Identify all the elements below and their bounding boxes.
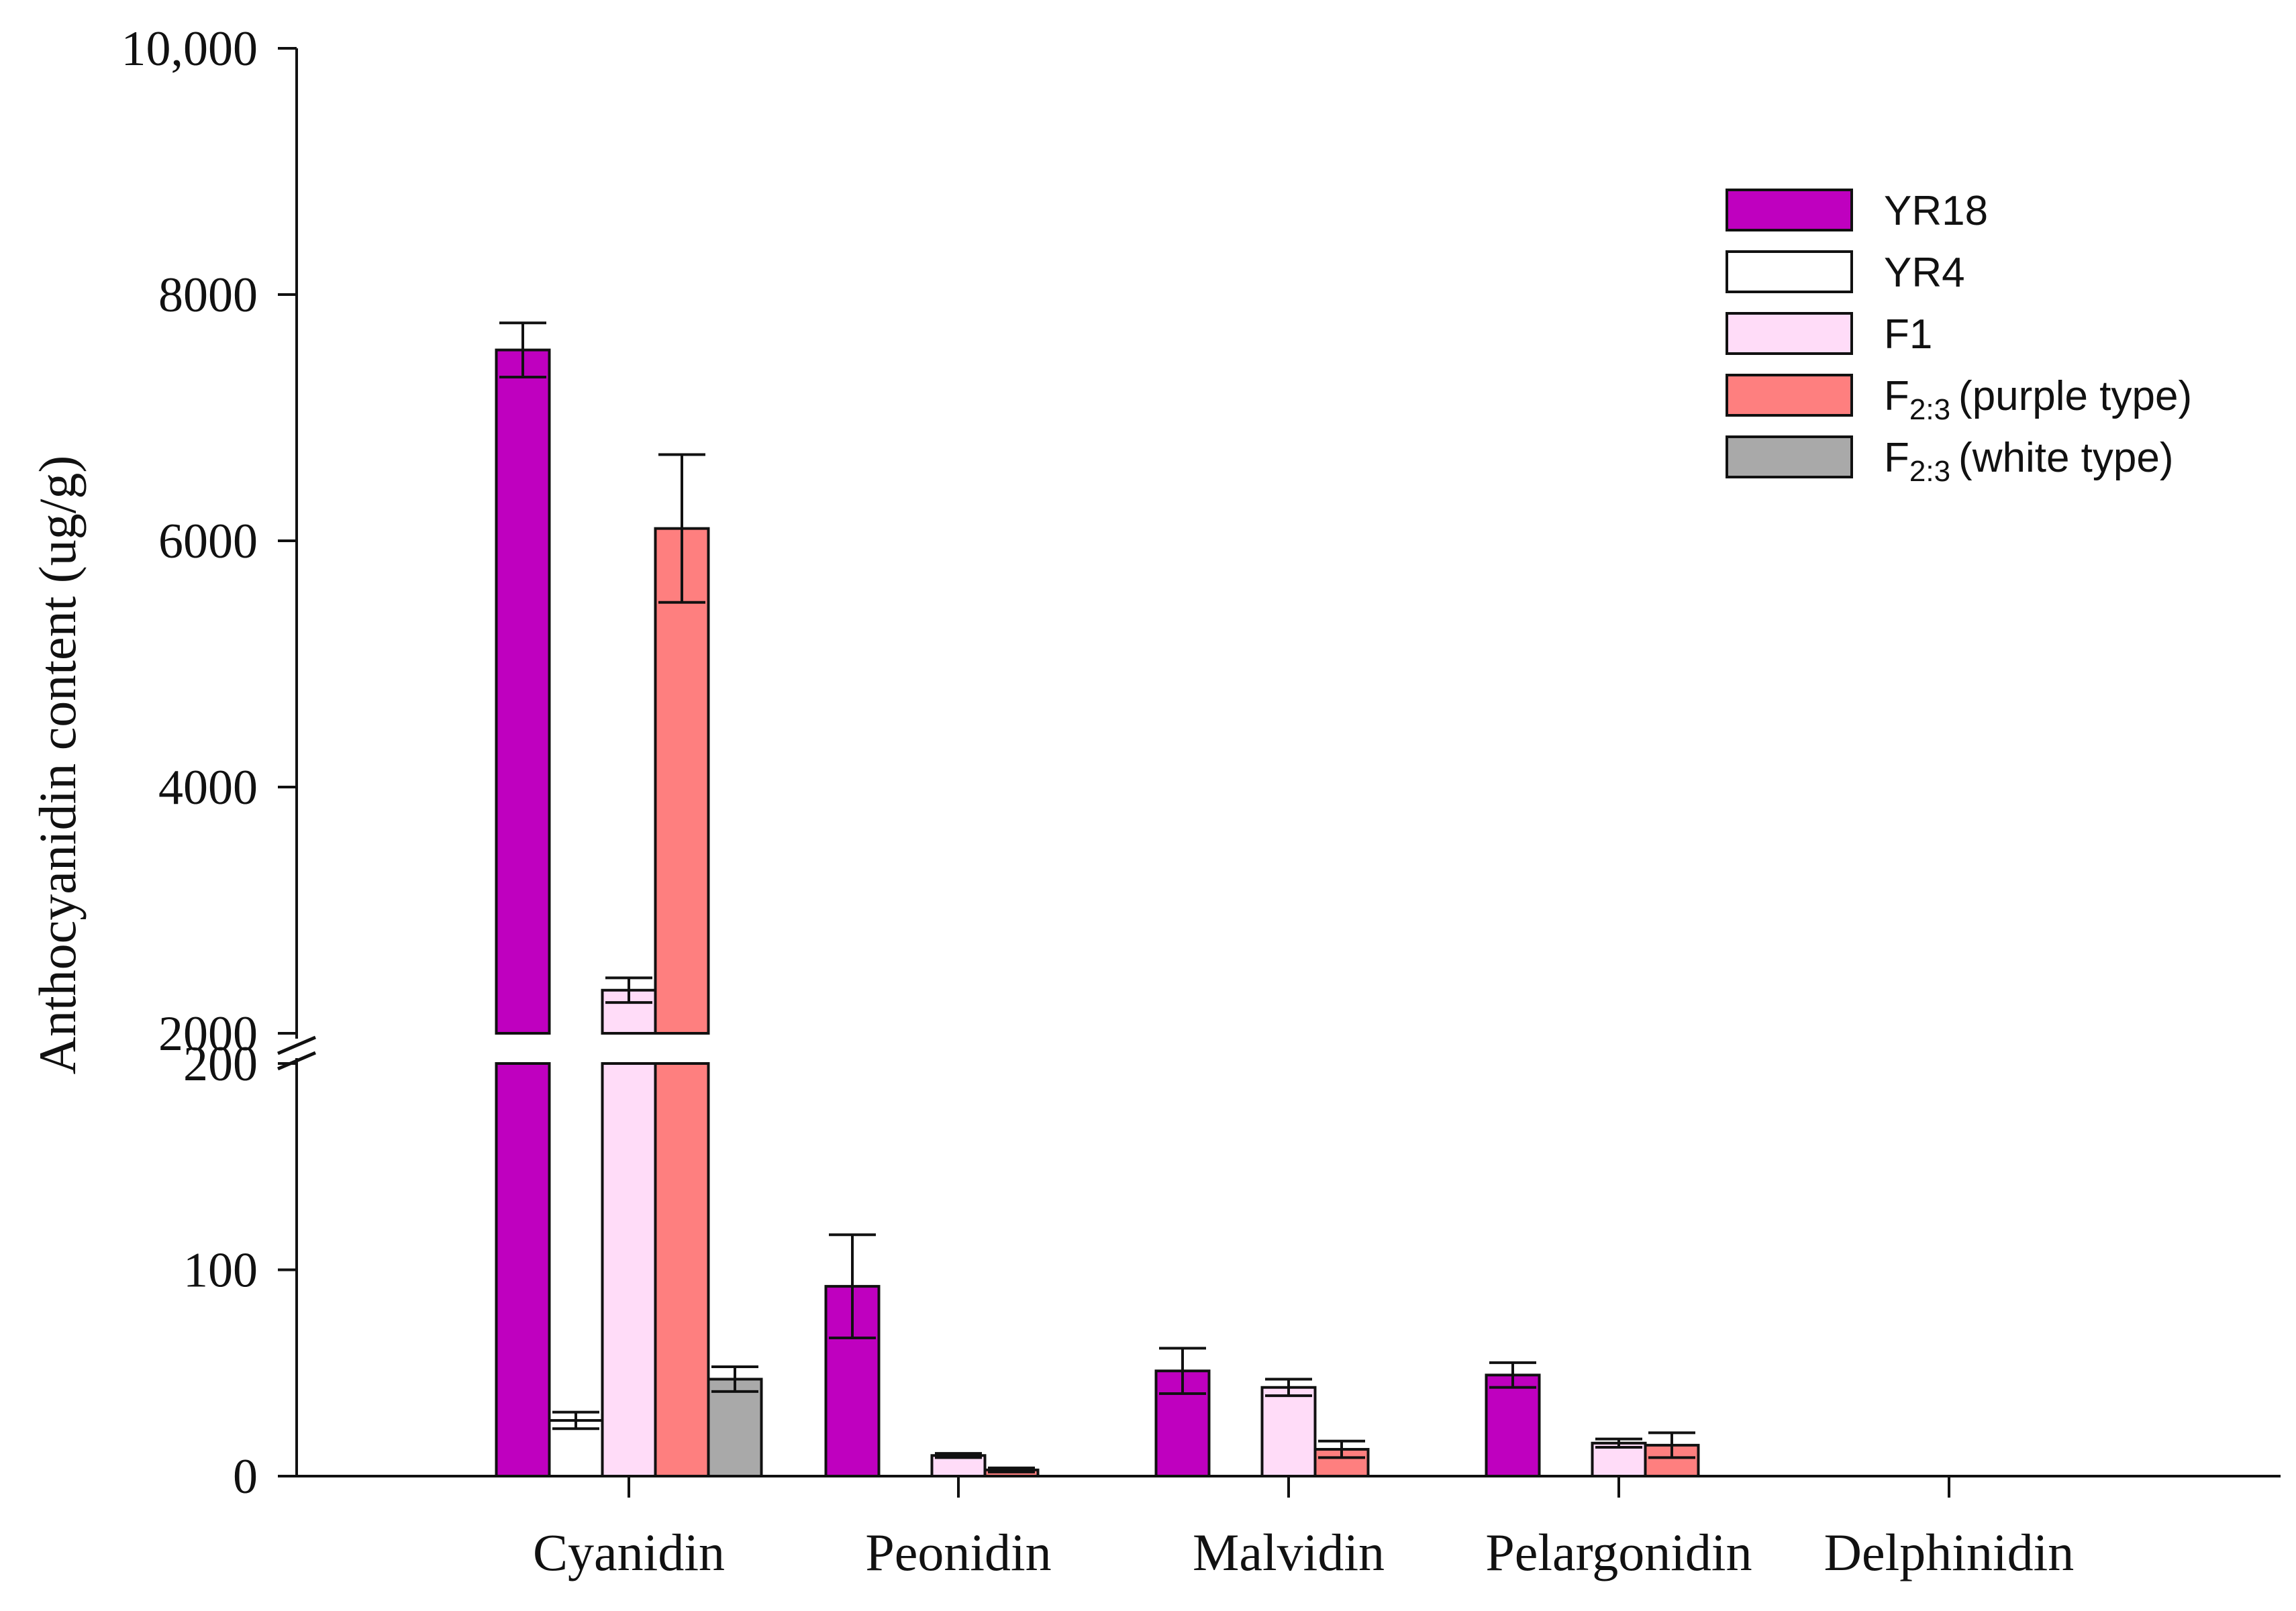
- bar-lower-cyanidin-f2-3-purple-type: [654, 1062, 710, 1477]
- legend-swatch-yr18: [1726, 189, 1853, 231]
- bar-cyanidin-f2-3-white-type: [707, 1378, 763, 1478]
- error-bar-peonidin-yr18: [829, 1233, 876, 1339]
- error-bar-pelargonidin-f2-3-purple-type: [1648, 1431, 1695, 1459]
- y-tick-200-label: 200: [183, 1037, 258, 1092]
- bar-malvidin-f1: [1260, 1386, 1317, 1477]
- x-tick-label-malvidin: Malvidin: [1193, 1523, 1385, 1581]
- error-bar-peonidin-f1: [935, 1452, 982, 1459]
- legend-swatch-f2-3-purple-type: [1726, 374, 1853, 417]
- bar-upper-cyanidin-yr18: [495, 348, 551, 1035]
- error-bar-peonidin-f2-3-purple-type: [988, 1466, 1035, 1473]
- x-tick-label-delphinidin: Delphinidin: [1824, 1523, 2075, 1581]
- legend-label-f2-3-purple-type: F2:3 (purple type): [1884, 373, 2192, 426]
- error-bar-cyanidin-f2-3-purple-type: [658, 453, 705, 604]
- legend-swatch-f2-3-white-type: [1726, 435, 1853, 478]
- error-bar-cyanidin-f2-3-white-type: [711, 1365, 758, 1393]
- legend-label-f1: F1: [1884, 311, 1932, 358]
- error-bar-cyanidin-f1: [605, 976, 652, 1004]
- x-tick-label-cyanidin: Cyanidin: [533, 1523, 725, 1581]
- legend-label-yr4: YR4: [1884, 250, 1965, 296]
- axis-break-mark: [277, 1051, 316, 1071]
- y-tick-100-label: 100: [183, 1243, 258, 1298]
- y-tick-8000-label: 8000: [158, 268, 258, 323]
- legend-label-yr18: YR18: [1884, 188, 1988, 234]
- error-bar-malvidin-f2-3-purple-type: [1318, 1439, 1365, 1459]
- y-tick-10000-label: 10,000: [121, 21, 258, 76]
- error-bar-malvidin-f1: [1265, 1378, 1312, 1398]
- bars-layer: [495, 321, 1700, 1478]
- y-axis-label: Anthocyanidin content (ug/g): [28, 456, 87, 1075]
- bar-pelargonidin-yr18: [1485, 1373, 1541, 1477]
- y-tick-0-label: 0: [233, 1449, 258, 1504]
- bar-lower-cyanidin-yr18: [495, 1062, 551, 1477]
- x-tick-label-peonidin: Peonidin: [865, 1523, 1051, 1581]
- y-tick-2000-label: 2000: [158, 1006, 258, 1061]
- x-tick-label-pelargonidin: Pelargonidin: [1485, 1523, 1752, 1581]
- legend: YR18 YR4 F1 F2:3 (purple type) F2:3 (white typ…: [1726, 188, 2192, 488]
- axis-break-mark: [277, 1035, 316, 1055]
- bar-upper-cyanidin-f2-3-purple-type: [654, 527, 710, 1035]
- error-bar-cyanidin-yr18: [499, 321, 546, 378]
- error-bar-malvidin-yr18: [1159, 1347, 1206, 1395]
- error-bar-pelargonidin-f1: [1595, 1437, 1642, 1449]
- legend-label-f2-3-white-type: F2:3 (white type): [1884, 435, 2174, 488]
- y-tick-4000-label: 4000: [158, 760, 258, 815]
- y-tick-6000-label: 6000: [158, 514, 258, 569]
- legend-swatch-f1: [1726, 312, 1853, 355]
- error-bar-pelargonidin-yr18: [1489, 1361, 1536, 1389]
- legend-swatch-yr4: [1726, 250, 1853, 293]
- bar-lower-cyanidin-f1: [601, 1062, 657, 1477]
- error-bar-cyanidin-yr4: [552, 1410, 599, 1431]
